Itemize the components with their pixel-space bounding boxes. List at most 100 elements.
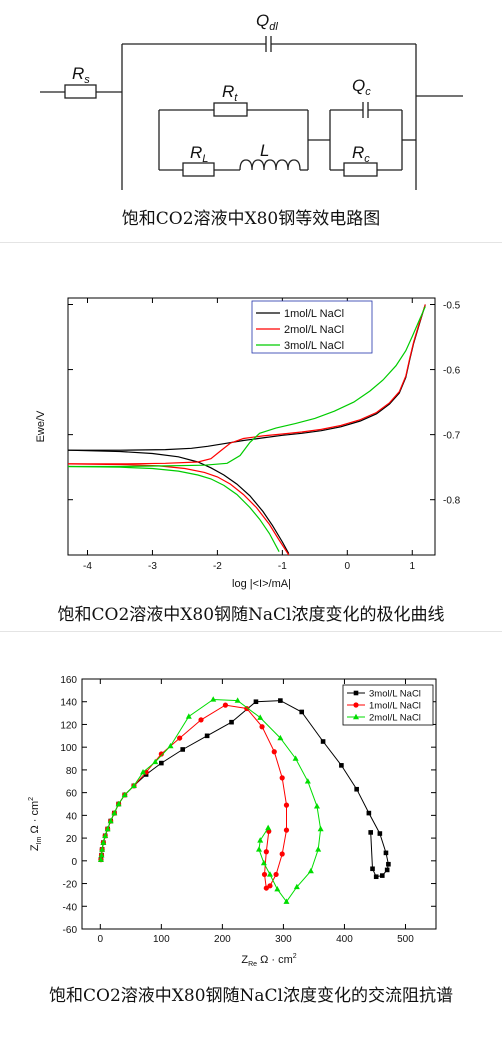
impedance-ticks: 0 100 200 300 400 500 -60 -40 -20 0 20 40 60 80 100 120… bbox=[60, 675, 436, 945]
resistor-rt bbox=[213, 102, 248, 117]
data-point bbox=[283, 827, 290, 833]
data-point bbox=[339, 763, 344, 768]
y-tick-label: -0.5 bbox=[443, 301, 461, 312]
y-tick-label: 160 bbox=[60, 675, 77, 686]
series-2 bbox=[97, 696, 324, 904]
data-point bbox=[177, 735, 183, 741]
impedance-caption: 饱和CO2溶液中X80钢随NaCl浓度变化的交流阻抗谱 bbox=[49, 986, 453, 1006]
legend-box bbox=[251, 300, 373, 354]
data-point bbox=[379, 873, 385, 878]
data-point bbox=[121, 791, 128, 798]
data-point bbox=[180, 747, 186, 752]
label-rc: Rc bbox=[352, 143, 370, 165]
polarization-caption: 饱和CO2溶液中X80钢随NaCl浓度变化的极化曲线 bbox=[57, 605, 445, 625]
data-point bbox=[307, 867, 314, 874]
x-tick-label: 0 bbox=[98, 934, 104, 945]
y-tick-label: 40 bbox=[66, 811, 78, 822]
polarization-panel: -4 -3 -2 -1 0 1 -0.5 -0.6 -0.7 -0.8 log |<I>/mA| Ew… bbox=[0, 243, 502, 631]
data-point bbox=[111, 809, 118, 816]
x-tick-label: -1 bbox=[278, 561, 287, 572]
anodic-branch-line bbox=[68, 306, 426, 468]
data-point bbox=[368, 830, 373, 835]
data-point bbox=[152, 758, 159, 765]
data-point bbox=[279, 775, 285, 781]
y-axis-label: ZIm Ω · cm2 bbox=[28, 797, 43, 851]
resistor-rs bbox=[64, 84, 97, 99]
data-point bbox=[271, 749, 277, 755]
data-point bbox=[283, 898, 290, 904]
x-tick-label: 0 bbox=[345, 561, 351, 572]
y-tick-label: 100 bbox=[60, 743, 77, 754]
data-point bbox=[259, 724, 265, 730]
y-tick-label: -0.8 bbox=[443, 496, 461, 507]
series-2 bbox=[68, 306, 426, 552]
legend-label: 1mol/L NaCl bbox=[284, 308, 344, 320]
label-qc: Qc bbox=[352, 76, 371, 98]
data-point bbox=[304, 778, 311, 784]
data-point bbox=[185, 713, 192, 719]
y-axis-label: Ewe/V bbox=[35, 410, 47, 442]
x-tick-label: 500 bbox=[397, 934, 414, 945]
data-point bbox=[370, 866, 375, 872]
x-axis-label: ZRe Ω · cm2 bbox=[241, 953, 296, 968]
data-point bbox=[320, 739, 326, 744]
label-rt: Rt bbox=[222, 82, 238, 104]
data-point bbox=[279, 851, 285, 857]
data-point bbox=[115, 800, 122, 807]
data-point bbox=[100, 839, 107, 845]
y-tick-label: -60 bbox=[63, 925, 78, 936]
data-point bbox=[278, 698, 283, 703]
data-point bbox=[293, 883, 300, 890]
equivalent-circuit-panel: Rs Qdl Rt RL L Qc Rc 饱和CO2溶液中X80钢等效电路图 bbox=[0, 0, 502, 243]
data-point bbox=[263, 885, 269, 891]
data-point bbox=[366, 810, 372, 816]
y-tick-label: -40 bbox=[63, 902, 78, 913]
x-axis-label: log |<I>/mA| bbox=[232, 578, 291, 590]
data-point bbox=[256, 846, 262, 852]
resistor-rl bbox=[182, 162, 215, 177]
x-tick-label: 400 bbox=[336, 934, 353, 945]
x-tick-label: 1 bbox=[409, 561, 415, 572]
data-point bbox=[222, 702, 229, 708]
data-point bbox=[104, 825, 111, 832]
data-point bbox=[210, 696, 217, 702]
data-point bbox=[167, 742, 174, 749]
polarization-plot-frame bbox=[67, 297, 436, 556]
data-point bbox=[253, 699, 259, 705]
anodic-branch-line bbox=[68, 304, 426, 465]
data-point bbox=[158, 751, 164, 757]
y-tick-label: -0.7 bbox=[443, 431, 461, 442]
data-point bbox=[377, 831, 383, 836]
impedance-chart: 0 100 200 300 400 500 -60 -40 -20 0 20 40 60 80 100 120… bbox=[28, 675, 437, 968]
legend-label: 2mol/L NaCl bbox=[284, 324, 344, 336]
data-point bbox=[353, 690, 359, 696]
polarization-ticks: -4 -3 -2 -1 0 1 -0.5 -0.6 -0.7 -0.8 bbox=[68, 298, 461, 572]
data-point bbox=[317, 825, 324, 832]
x-tick-label: -3 bbox=[148, 561, 157, 572]
x-tick-label: -4 bbox=[83, 561, 92, 572]
legend-label: 1mol/L NaCl bbox=[369, 701, 421, 712]
data-point bbox=[265, 824, 272, 831]
data-point bbox=[273, 871, 279, 878]
data-point bbox=[354, 786, 359, 792]
y-tick-label: 60 bbox=[66, 789, 78, 800]
data-point bbox=[386, 861, 391, 867]
data-point bbox=[204, 733, 210, 739]
data-point bbox=[130, 782, 137, 789]
data-point bbox=[234, 697, 241, 703]
data-point bbox=[261, 871, 268, 878]
legend-label: 3mol/L NaCl bbox=[369, 689, 421, 700]
y-tick-label: 120 bbox=[60, 720, 77, 731]
data-point bbox=[102, 832, 109, 839]
data-point bbox=[97, 856, 104, 862]
data-point bbox=[313, 803, 320, 809]
label-rs: Rs bbox=[72, 64, 90, 86]
data-point bbox=[198, 717, 204, 723]
y-tick-label: 20 bbox=[66, 834, 78, 845]
resistor-rc bbox=[343, 162, 378, 177]
data-point bbox=[315, 846, 322, 852]
label-l: L bbox=[260, 141, 269, 160]
y-tick-label: 140 bbox=[60, 698, 77, 709]
divider-2 bbox=[0, 631, 502, 632]
polarization-legend: 1mol/L NaCl 2mol/L NaCl 3mol/L NaCl bbox=[251, 300, 373, 354]
